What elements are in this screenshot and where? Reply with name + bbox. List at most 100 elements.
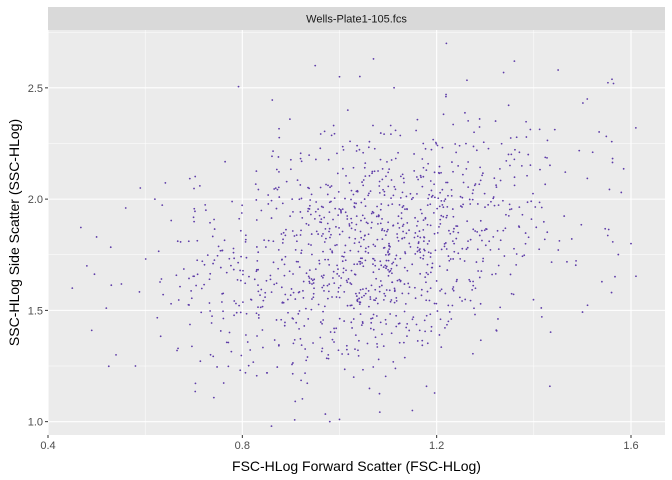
data-point	[329, 236, 331, 239]
data-point	[255, 374, 258, 377]
data-point	[273, 339, 276, 341]
data-point	[90, 329, 93, 332]
data-point	[445, 248, 448, 250]
data-point	[612, 82, 615, 85]
data-point	[364, 205, 367, 208]
data-point	[275, 207, 278, 210]
data-point	[219, 266, 222, 269]
data-point	[446, 323, 448, 326]
data-point	[402, 341, 405, 344]
data-point	[451, 240, 454, 243]
data-point	[373, 259, 376, 262]
data-point	[359, 257, 362, 260]
data-point	[422, 228, 425, 231]
data-point	[382, 298, 385, 301]
data-point	[227, 341, 230, 344]
data-point	[355, 150, 358, 152]
data-point	[335, 244, 338, 246]
data-point	[403, 236, 406, 239]
data-point	[254, 183, 257, 186]
data-point	[435, 280, 438, 282]
data-point	[313, 217, 316, 220]
data-point	[283, 263, 286, 266]
data-point	[473, 184, 476, 187]
data-point	[463, 260, 466, 262]
data-point	[521, 255, 524, 258]
data-point	[299, 157, 302, 160]
data-point	[282, 231, 285, 234]
data-point	[404, 251, 406, 253]
data-point	[469, 280, 472, 283]
data-point	[342, 148, 345, 151]
data-point	[161, 204, 164, 207]
data-point	[461, 196, 464, 199]
data-point	[368, 387, 371, 390]
data-point	[440, 288, 443, 291]
data-point	[467, 120, 470, 122]
data-point	[380, 203, 383, 205]
data-point	[337, 286, 340, 289]
data-point	[374, 245, 377, 248]
data-point	[356, 298, 359, 301]
data-point	[388, 244, 391, 247]
data-point	[403, 181, 405, 184]
data-point	[289, 118, 291, 121]
y-tick-label: 1.0	[28, 417, 43, 429]
data-point	[380, 264, 383, 267]
data-point	[499, 167, 501, 170]
data-point	[176, 349, 178, 352]
data-point	[327, 158, 330, 161]
data-point	[430, 325, 433, 328]
data-point	[329, 186, 331, 189]
data-point	[416, 340, 419, 342]
data-point	[385, 259, 388, 262]
data-point	[391, 272, 393, 275]
data-point	[431, 262, 434, 265]
data-point	[535, 226, 538, 229]
data-point	[324, 258, 326, 261]
data-point	[275, 282, 278, 285]
data-point	[290, 288, 293, 290]
data-point	[298, 310, 301, 312]
data-point	[476, 203, 479, 205]
data-point	[430, 189, 433, 192]
data-point	[381, 333, 383, 336]
data-point	[344, 259, 347, 262]
data-point	[350, 189, 353, 192]
data-point	[352, 166, 355, 169]
data-point	[230, 350, 233, 353]
data-point	[435, 302, 438, 305]
data-point	[548, 385, 551, 388]
data-point	[394, 157, 397, 160]
data-point	[440, 200, 443, 202]
data-point	[331, 296, 333, 298]
data-point	[244, 282, 247, 285]
data-point	[458, 296, 461, 299]
data-point	[315, 230, 318, 233]
data-point	[392, 224, 395, 227]
data-point	[426, 290, 429, 293]
data-point	[586, 98, 589, 100]
data-point	[385, 175, 387, 178]
data-point	[382, 247, 385, 249]
data-point	[329, 248, 332, 251]
data-point	[235, 311, 238, 314]
data-point	[405, 195, 408, 198]
data-point	[419, 248, 421, 250]
data-point	[283, 324, 286, 327]
data-point	[394, 188, 397, 191]
data-point	[292, 210, 294, 213]
data-point	[79, 226, 82, 229]
data-point	[375, 297, 378, 300]
data-point	[361, 262, 364, 264]
data-point	[423, 248, 425, 251]
data-point	[320, 275, 323, 278]
data-point	[434, 249, 437, 252]
data-point	[307, 224, 310, 226]
data-point	[390, 267, 393, 270]
data-point	[437, 197, 440, 200]
data-point	[429, 256, 432, 258]
data-point	[509, 137, 512, 139]
data-point	[313, 287, 315, 290]
data-point	[271, 155, 273, 158]
